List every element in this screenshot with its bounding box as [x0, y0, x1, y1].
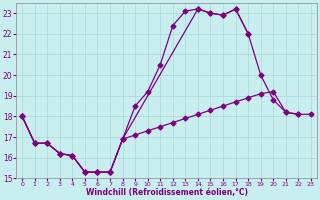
X-axis label: Windchill (Refroidissement éolien,°C): Windchill (Refroidissement éolien,°C)	[85, 188, 248, 197]
